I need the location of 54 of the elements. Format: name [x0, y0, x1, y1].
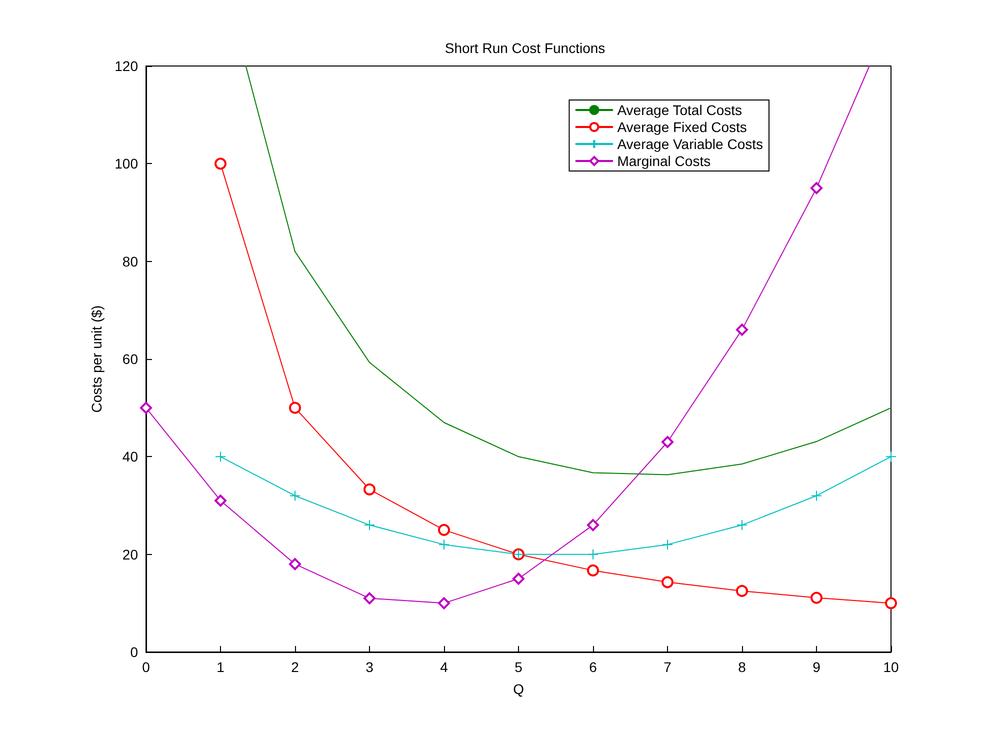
x-tick-label: 4: [440, 659, 448, 675]
point: [438, 539, 450, 550]
point: [512, 572, 524, 585]
point: [438, 597, 450, 610]
point: [885, 597, 897, 610]
x-tick-label: 0: [142, 659, 150, 675]
point: [438, 524, 450, 536]
point: [140, 402, 152, 414]
point: [662, 436, 674, 448]
x-tick-label: 7: [664, 659, 672, 675]
point: [587, 564, 599, 576]
point: [736, 324, 748, 336]
point: [214, 494, 226, 507]
x-tick-label: 8: [738, 659, 746, 675]
point: [215, 451, 226, 462]
point: [364, 520, 375, 531]
point: [587, 519, 599, 532]
point: [886, 451, 896, 462]
x-tick-label: 10: [883, 659, 899, 675]
line-series: [245, 66, 892, 476]
x-tick-label: 9: [812, 659, 821, 675]
point: [811, 490, 822, 502]
y-tick-label: 20: [122, 546, 138, 562]
point: [290, 490, 300, 502]
point: [364, 483, 376, 496]
point: [810, 182, 822, 194]
point: [736, 520, 748, 531]
point: [289, 558, 301, 570]
y-tick-label: 80: [122, 253, 138, 270]
y-tick-label: 40: [122, 448, 138, 465]
x-tick-label: 3: [366, 659, 374, 675]
point: [810, 592, 822, 604]
x-tick-label: 2: [291, 659, 300, 675]
legend-label: Average Fixed Costs: [617, 119, 747, 135]
chart-title: Short Run Cost Functions: [444, 40, 606, 56]
point: [736, 584, 748, 597]
x-tick-label: 1: [216, 659, 225, 675]
x-tick-label: 5: [514, 659, 523, 675]
x-tick-label: 6: [589, 659, 598, 675]
legend-label: Average Total Costs: [617, 102, 742, 118]
point: [662, 576, 674, 588]
y-tick-label: 100: [114, 156, 138, 172]
y-tick-label: 0: [130, 644, 138, 660]
point: [588, 548, 598, 560]
y-tick-label: 60: [122, 351, 138, 367]
y-axis-title: Costs per unit ($): [88, 305, 105, 413]
y-tick-label: 120: [114, 58, 138, 74]
point: [214, 158, 226, 170]
point: [364, 592, 376, 604]
legend-label: Average Variable Costs: [617, 136, 764, 152]
legend-label: Marginal Costs: [617, 153, 711, 169]
point: [289, 402, 301, 414]
x-axis-title: Q: [513, 681, 524, 697]
point: [662, 539, 673, 550]
